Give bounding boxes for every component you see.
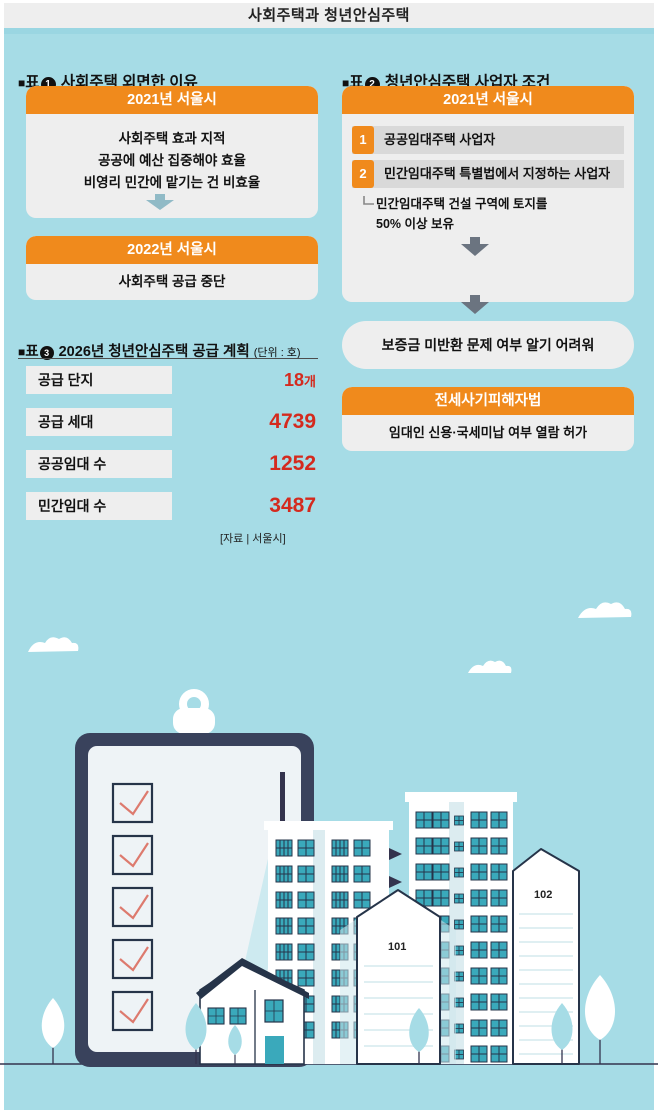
- svg-text:102: 102: [534, 889, 552, 901]
- svg-text:101: 101: [388, 941, 406, 953]
